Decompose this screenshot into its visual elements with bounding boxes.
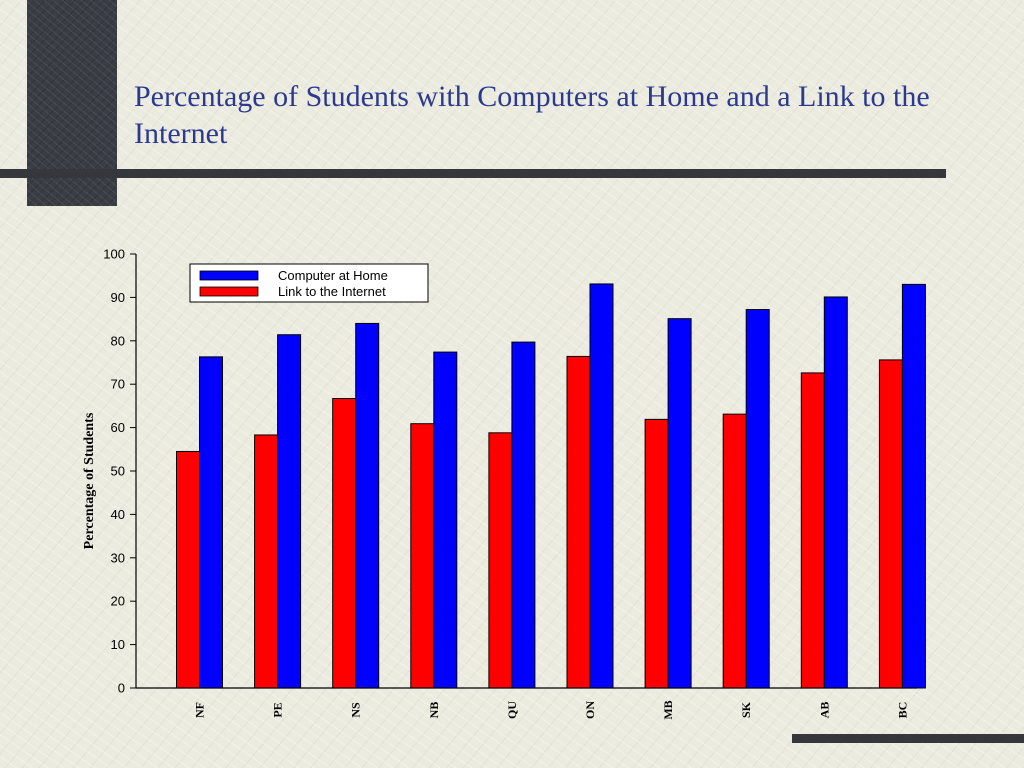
title-divider-rule xyxy=(0,169,946,178)
bar-computer-ns xyxy=(355,322,380,689)
y-tick-label: 10 xyxy=(111,637,125,652)
bar-internet-ns xyxy=(332,398,357,689)
bar-internet-bc xyxy=(878,359,903,689)
bar-internet-on xyxy=(566,355,591,689)
x-category-label: QU xyxy=(505,701,519,719)
bar-internet-nf xyxy=(176,450,200,689)
bar-computer-qu xyxy=(511,341,536,689)
bar-computer-bc xyxy=(901,283,926,689)
y-tick-label: 0 xyxy=(118,681,125,696)
y-tick-label: 50 xyxy=(111,464,125,479)
legend-swatch xyxy=(199,270,259,281)
bar-computer-ab xyxy=(823,296,848,689)
x-category-label: BC xyxy=(895,702,909,719)
x-category-label: NB xyxy=(427,702,441,719)
bar-computer-pe xyxy=(277,334,302,689)
x-category-label: SK xyxy=(739,701,753,718)
x-category-label: NS xyxy=(349,702,363,718)
legend-label: Computer at Home xyxy=(278,268,388,283)
bars xyxy=(176,283,926,689)
bar-internet-mb xyxy=(644,418,669,689)
bar-computer-sk xyxy=(745,309,770,689)
bar-internet-nb xyxy=(410,423,435,689)
axes xyxy=(135,254,917,689)
x-category-label: NF xyxy=(193,702,207,718)
bar-internet-qu xyxy=(488,432,513,689)
x-category-label: PE xyxy=(271,702,285,717)
y-tick-label: 90 xyxy=(111,290,125,305)
legend-label: Link to the Internet xyxy=(278,284,386,299)
bar-computer-nf xyxy=(199,356,223,689)
bar-computer-mb xyxy=(667,318,692,689)
y-tick-label: 100 xyxy=(103,247,125,262)
y-tick-label: 40 xyxy=(111,507,125,522)
x-category-label: AB xyxy=(817,702,831,719)
y-tick-label: 30 xyxy=(111,550,125,565)
bar-internet-ab xyxy=(800,372,825,689)
bottom-accent-rule xyxy=(792,734,1024,743)
x-category-label: MB xyxy=(661,700,675,719)
slide-title: Percentage of Students with Computers at… xyxy=(134,80,930,150)
bar-computer-on xyxy=(589,283,614,689)
y-tick-label: 60 xyxy=(111,420,125,435)
y-axis-ticks: 0 10 20 30 40 50 60 70 80 90 100 xyxy=(103,247,136,696)
y-axis-label: Percentage of Students xyxy=(82,412,97,549)
y-tick-label: 20 xyxy=(111,594,125,609)
bar-internet-sk xyxy=(722,413,747,689)
bar-internet-pe xyxy=(254,434,279,689)
y-tick-label: 70 xyxy=(111,377,125,392)
x-axis-labels: NF PE NS NB QU ON MB SK AB BC xyxy=(193,700,910,719)
x-category-label: ON xyxy=(583,701,597,719)
bar-computer-nb xyxy=(433,351,458,689)
y-tick-label: 80 xyxy=(111,333,125,348)
legend-swatch xyxy=(199,286,259,297)
